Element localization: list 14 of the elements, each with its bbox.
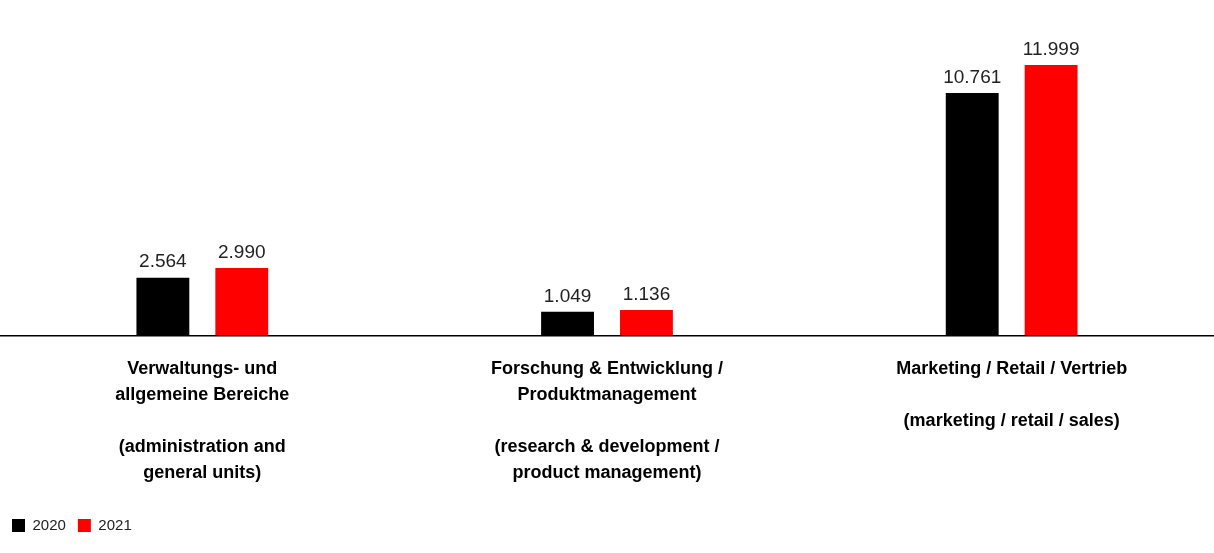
data-label: 2.564 <box>139 250 188 272</box>
category-label: Forschung & Entwicklung / Produktmanagement (research & development / product management) <box>490 357 724 482</box>
data-label: 2.990 <box>218 240 266 262</box>
data-label: 11.999 <box>1022 37 1080 59</box>
bar <box>620 309 673 336</box>
bar <box>1024 65 1078 336</box>
data-label: 10.761 <box>943 65 1002 87</box>
category-label: Marketing / Retail / Vertrieb (marketing / retail / sales) <box>896 357 1128 430</box>
category-label: Verwaltungs- und allgemeine Bereiche (administration and general units) <box>115 357 290 482</box>
bar <box>215 268 269 336</box>
legend-label: 2021 <box>98 515 132 533</box>
legend-label: 2020 <box>32 515 66 533</box>
data-label: 1.136 <box>622 282 671 304</box>
data-label: 1.049 <box>543 284 592 306</box>
